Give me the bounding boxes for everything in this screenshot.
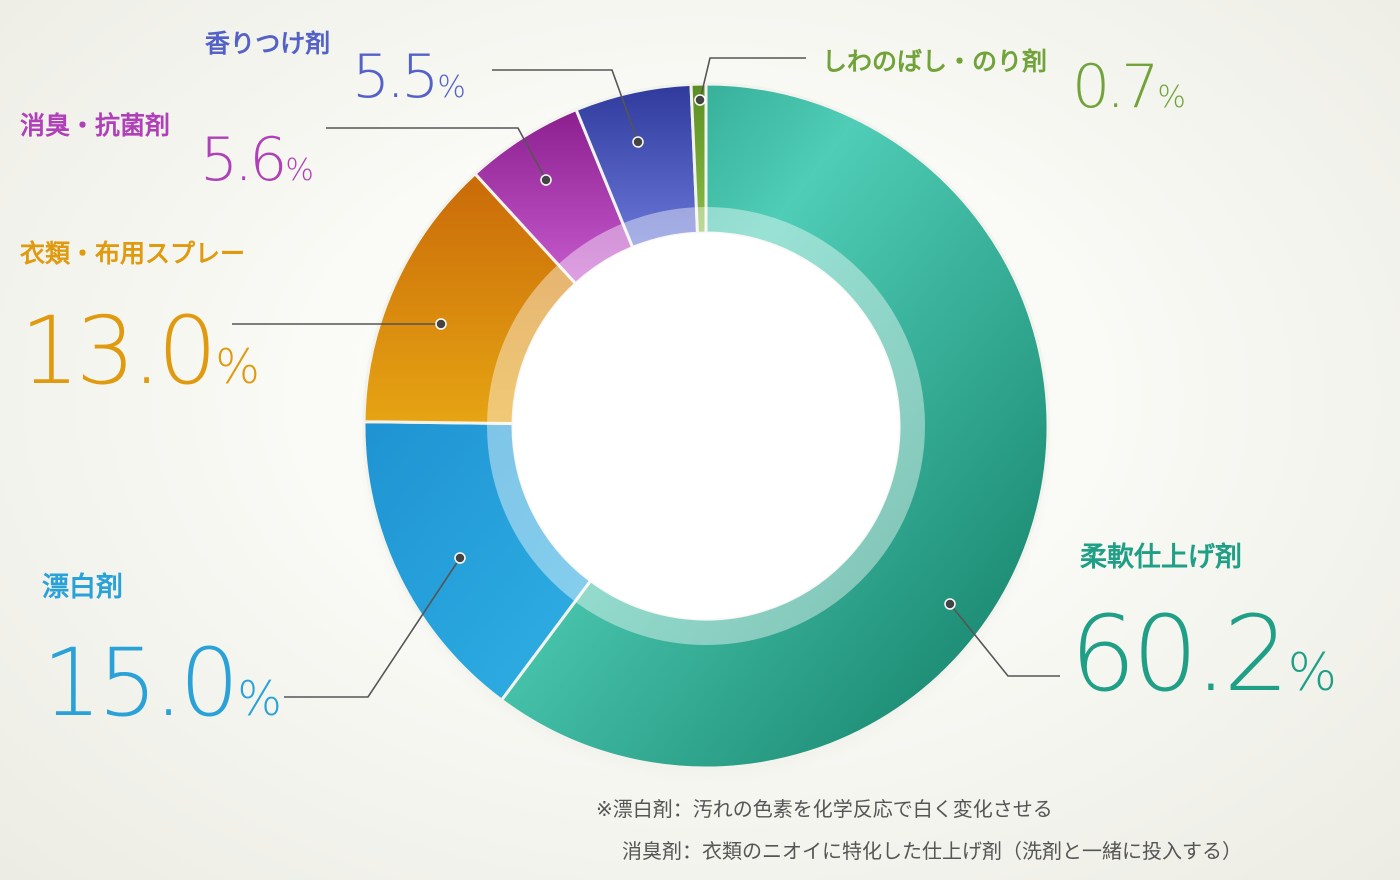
- leader-dot-bleach: [454, 552, 466, 564]
- footnote-deodorant: 消臭剤：衣類のニオイに特化した仕上げ剤（洗剤と一緒に投入する）: [622, 839, 1242, 863]
- label-fragrance-booster: 香りつけ剤: [205, 29, 330, 58]
- leader-dot-wrinkle-starch: [694, 94, 706, 106]
- label-deodorant-antibacterial: 消臭・抗菌剤: [20, 111, 170, 140]
- donut-hole: [513, 233, 899, 619]
- footnotes: ※漂白剤：汚れの色素を化学反応で白く変化させる 消臭剤：衣類のニオイに特化した仕…: [596, 788, 1242, 872]
- leader-dot-deodorant-antibacterial: [540, 174, 552, 186]
- label-fabric-softener: 柔軟仕上げ剤: [1080, 541, 1242, 573]
- value-label-fabric-spray: 13.0%: [20, 297, 260, 406]
- leader-dot-fabric-spray: [435, 318, 447, 330]
- label-wrinkle-starch: しわのばし・のり剤: [822, 47, 1047, 76]
- leader-dot-fragrance-booster: [632, 136, 644, 148]
- leader-line-fragrance-booster: [492, 69, 639, 143]
- value-label-fabric-softener: 60.2%: [1070, 593, 1337, 715]
- leader-dot-fabric-softener: [944, 598, 956, 610]
- inner-ring-highlight: [487, 207, 925, 645]
- label-fabric-spray: 衣類・布用スプレー: [20, 239, 245, 268]
- leader-line-fabric-softener: [949, 603, 1060, 677]
- value-label-deodorant-antibacterial: 5.6%: [200, 125, 314, 195]
- leader-line-deodorant-antibacterial: [326, 127, 547, 181]
- value-label-fragrance-booster: 5.5%: [352, 42, 466, 112]
- leader-line-wrinkle-starch: [699, 57, 806, 101]
- leader-line-bleach: [284, 557, 461, 698]
- value-label-wrinkle-starch: 0.7%: [1072, 52, 1186, 122]
- label-bleach: 漂白剤: [42, 571, 123, 603]
- footnote-bleach: ※漂白剤：汚れの色素を化学反応で白く変化させる: [596, 797, 1053, 821]
- value-label-bleach: 15.0%: [42, 629, 282, 738]
